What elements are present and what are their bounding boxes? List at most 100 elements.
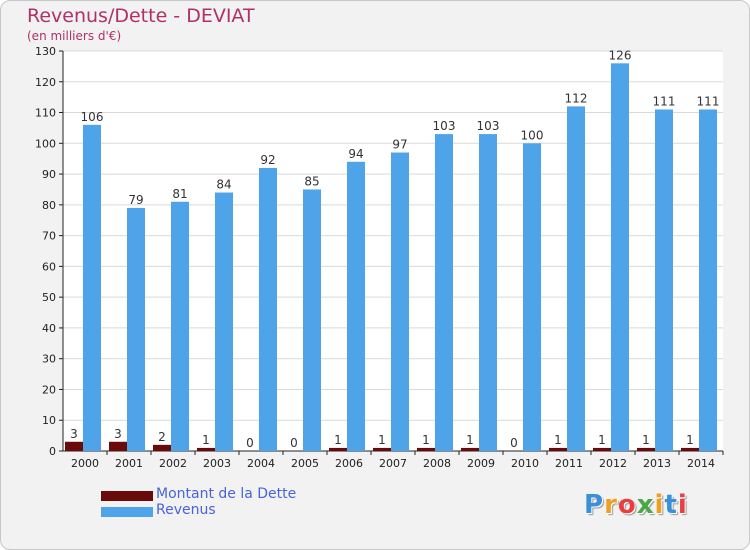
data-label-revenue: 84 [216, 178, 231, 192]
y-tick-label: 60 [42, 260, 56, 273]
y-tick-label: 100 [35, 137, 56, 150]
bar-revenue [699, 109, 717, 451]
legend-label-debt: Montant de la Dette [156, 486, 297, 502]
y-tick-label: 50 [42, 291, 56, 304]
bar-debt [65, 441, 83, 451]
data-label-debt: 1 [378, 433, 386, 447]
logo-letter: P [584, 490, 605, 520]
y-tick-label: 10 [42, 414, 56, 427]
logo-letter: i [654, 490, 665, 520]
data-label-debt: 1 [334, 433, 342, 447]
x-tick-label: 2008 [423, 457, 451, 470]
x-tick-label: 2001 [115, 457, 143, 470]
data-label-debt: 1 [598, 433, 606, 447]
bar-revenue [523, 143, 541, 452]
proxiti-logo: Proxiti [584, 490, 688, 520]
data-label-revenue: 85 [304, 174, 319, 188]
bar-revenue [567, 106, 585, 451]
data-label-revenue: 79 [128, 193, 143, 207]
data-label-revenue: 106 [81, 110, 104, 124]
data-label-revenue: 112 [565, 91, 588, 105]
data-label-revenue: 100 [521, 128, 544, 142]
x-tick-label: 2014 [687, 457, 715, 470]
data-label-revenue: 126 [609, 48, 632, 62]
y-tick-label: 80 [42, 199, 56, 212]
bar-debt [373, 447, 391, 451]
bar-revenue [435, 134, 453, 452]
data-label-revenue: 111 [697, 94, 720, 108]
x-tick-label: 2009 [467, 457, 495, 470]
data-label-debt: 0 [510, 436, 518, 450]
y-tick-label: 40 [42, 322, 56, 335]
bar-revenue [611, 63, 629, 452]
bar-debt [197, 447, 215, 451]
y-tick-label: 130 [35, 45, 56, 58]
bar-debt [153, 444, 171, 451]
logo-letter: o [617, 490, 637, 520]
x-tick-label: 2012 [599, 457, 627, 470]
logo-letter: t [664, 490, 678, 520]
data-label-debt: 0 [246, 436, 254, 450]
logo-letter: x [636, 490, 655, 520]
bar-revenue [479, 134, 497, 452]
y-tick-label: 70 [42, 230, 56, 243]
bar-debt [461, 447, 479, 451]
x-tick-label: 2013 [643, 457, 671, 470]
bar-revenue [391, 152, 409, 452]
x-tick-label: 2010 [511, 457, 539, 470]
data-label-revenue: 92 [260, 153, 275, 167]
chart-unit-label: (en milliers d'€) [27, 29, 122, 43]
legend-swatch-revenue [101, 507, 153, 517]
data-label-revenue: 103 [477, 119, 500, 133]
data-label-revenue: 111 [653, 94, 676, 108]
bar-revenue [83, 124, 101, 451]
data-label-revenue: 81 [172, 187, 187, 201]
data-label-debt: 1 [642, 433, 650, 447]
chart-title: Revenus/Dette - DEVIAT [27, 5, 255, 27]
bar-debt [593, 447, 611, 451]
legend-swatch-debt [101, 491, 153, 501]
data-label-debt: 2 [158, 430, 166, 444]
bar-revenue [127, 207, 145, 451]
bar-debt [549, 447, 567, 451]
logo-letter: i [677, 490, 688, 520]
x-tick-label: 2003 [203, 457, 231, 470]
data-label-revenue: 103 [433, 119, 456, 133]
bar-debt [417, 447, 435, 451]
data-label-debt: 1 [686, 433, 694, 447]
data-label-debt: 1 [422, 433, 430, 447]
data-label-debt: 1 [466, 433, 474, 447]
y-tick-label: 30 [42, 353, 56, 366]
data-label-debt: 1 [202, 433, 210, 447]
y-tick-label: 0 [49, 445, 56, 458]
x-tick-label: 2004 [247, 457, 275, 470]
bar-debt [109, 441, 127, 451]
bar-debt [637, 447, 655, 451]
x-tick-label: 2006 [335, 457, 363, 470]
y-tick-label: 20 [42, 383, 56, 396]
x-tick-label: 2005 [291, 457, 319, 470]
x-tick-label: 2002 [159, 457, 187, 470]
data-label-debt: 3 [70, 427, 78, 441]
data-label-debt: 0 [290, 436, 298, 450]
legend-label-revenue: Revenus [156, 502, 216, 518]
bar-debt [329, 447, 347, 451]
x-tick-label: 2007 [379, 457, 407, 470]
y-tick-label: 110 [35, 107, 56, 120]
x-tick-label: 2011 [555, 457, 583, 470]
bar-revenue [259, 167, 277, 451]
bar-revenue [215, 192, 233, 452]
x-tick-label: 2000 [71, 457, 99, 470]
logo-letter: r [604, 490, 618, 520]
data-label-debt: 3 [114, 427, 122, 441]
y-tick-label: 120 [35, 76, 56, 89]
bar-revenue [655, 109, 673, 451]
data-label-revenue: 94 [348, 147, 363, 161]
bar-debt [681, 447, 699, 451]
y-tick-label: 90 [42, 168, 56, 181]
bar-revenue [303, 189, 321, 451]
bar-revenue [171, 201, 189, 451]
data-label-revenue: 97 [392, 138, 407, 152]
